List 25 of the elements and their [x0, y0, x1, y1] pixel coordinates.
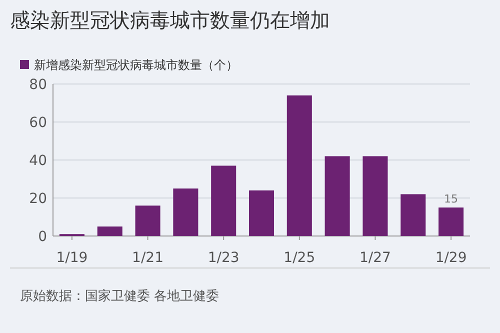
text: 原始数据：国家卫健委 各地卫健委 — [20, 288, 220, 304]
legend-label: 新增感染新型冠状病毒城市数量（个） — [34, 58, 238, 72]
bar — [362, 156, 388, 236]
y-tick-label: 80 — [29, 77, 47, 93]
bar — [173, 188, 198, 236]
bar — [286, 95, 312, 236]
bar — [97, 226, 122, 236]
x-tick-label: 1/19 — [56, 250, 88, 266]
y-tick-label: 60 — [29, 115, 47, 131]
bar — [211, 166, 236, 236]
bar — [248, 190, 274, 236]
bar — [400, 194, 426, 236]
x-tick-label: 1/23 — [208, 250, 240, 266]
data-label: 15 — [444, 192, 458, 206]
y-tick-label: 0 — [38, 229, 47, 245]
y-tick-label: 20 — [29, 191, 47, 207]
x-tick-label: 1/29 — [435, 250, 467, 266]
bar — [135, 206, 160, 236]
y-tick-label: 40 — [29, 153, 47, 169]
x-tick-label: 1/25 — [284, 250, 316, 266]
bar — [324, 156, 350, 236]
chart-title: 感染新型冠状病毒城市数量仍在增加 — [10, 8, 330, 32]
x-tick-label: 1/27 — [360, 250, 391, 266]
bar — [438, 208, 464, 236]
x-tick-label: 1/21 — [132, 250, 164, 266]
